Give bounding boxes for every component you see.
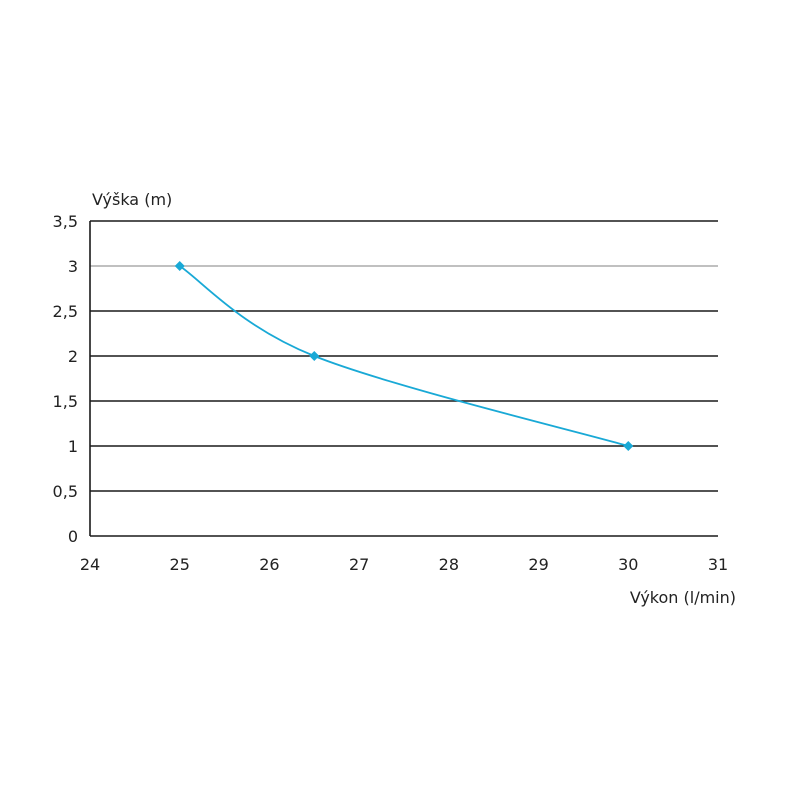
y-tick-label: 1,5 <box>53 392 78 411</box>
y-axis-title: Výška (m) <box>92 190 172 209</box>
y-tick-label: 2,5 <box>53 302 78 321</box>
x-tick-label: 28 <box>439 555 459 574</box>
data-point-marker <box>174 261 185 271</box>
x-tick-label: 24 <box>80 555 100 574</box>
y-tick-label: 2 <box>68 347 78 366</box>
series-line-0 <box>179 265 629 447</box>
x-axis-title: Výkon (l/min) <box>630 588 736 607</box>
grid-layer <box>90 220 718 492</box>
x-tick-label: 27 <box>349 555 369 574</box>
series-layer <box>174 261 634 451</box>
data-point-marker <box>623 441 634 451</box>
tick-label-layer: 0 0,5 1 1,5 2 2,5 3 3,5 24 25 26 27 28 29 30 31 <box>53 212 729 574</box>
x-tick-label: 25 <box>170 555 190 574</box>
axis-layer <box>89 221 718 537</box>
y-tick-label: 3 <box>68 257 78 276</box>
data-point-marker <box>309 351 320 361</box>
x-tick-label: 29 <box>528 555 548 574</box>
y-tick-label: 0,5 <box>53 482 78 501</box>
y-tick-label: 0 <box>68 527 78 546</box>
y-tick-label: 3,5 <box>53 212 78 231</box>
x-tick-label: 30 <box>618 555 638 574</box>
y-tick-label: 1 <box>68 437 78 456</box>
x-tick-label: 26 <box>259 555 279 574</box>
x-tick-label: 31 <box>708 555 728 574</box>
